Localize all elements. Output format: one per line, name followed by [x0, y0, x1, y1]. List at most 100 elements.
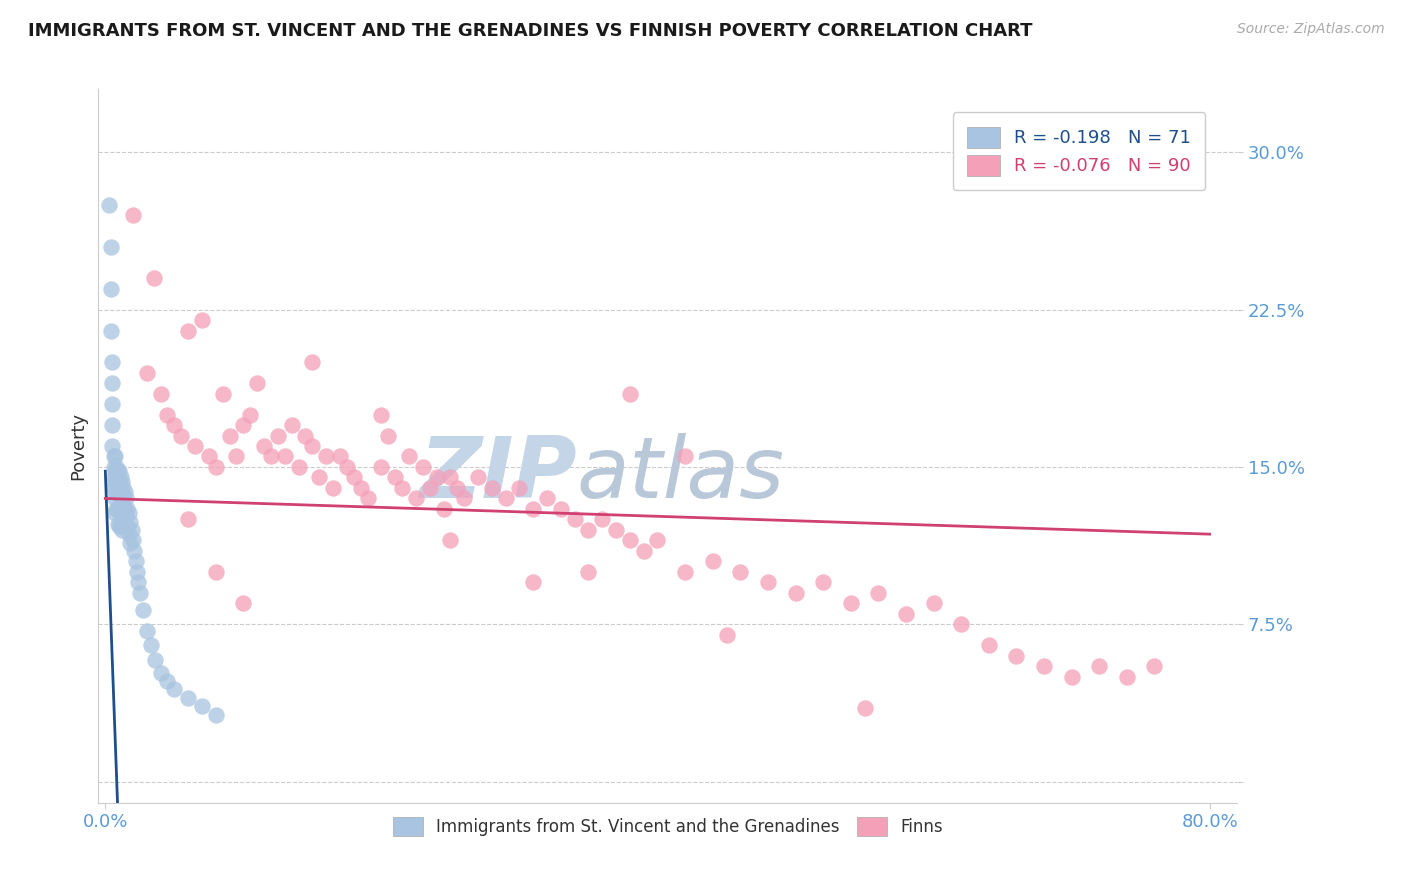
- Point: [122, 208, 145, 222]
- Point: [191, 699, 214, 714]
- Point: [481, 481, 503, 495]
- Point: [101, 376, 124, 390]
- Point: [122, 533, 145, 548]
- Point: [536, 491, 558, 506]
- Point: [107, 464, 129, 478]
- Point: [384, 470, 406, 484]
- Point: [578, 523, 600, 537]
- Point: [115, 508, 138, 523]
- Point: [177, 324, 200, 338]
- Point: [287, 460, 309, 475]
- Point: [322, 481, 344, 495]
- Point: [619, 386, 641, 401]
- Point: [432, 502, 454, 516]
- Point: [128, 586, 150, 600]
- Point: [103, 481, 125, 495]
- Point: [118, 527, 141, 541]
- Point: [204, 460, 226, 475]
- Point: [439, 533, 461, 548]
- Point: [98, 197, 121, 211]
- Point: [103, 450, 125, 464]
- Point: [218, 428, 240, 442]
- Point: [232, 417, 254, 432]
- Point: [853, 701, 876, 715]
- Point: [522, 502, 544, 516]
- Point: [419, 481, 441, 495]
- Point: [204, 565, 226, 579]
- Point: [163, 417, 186, 432]
- Point: [110, 470, 132, 484]
- Point: [107, 475, 129, 489]
- Point: [1088, 659, 1111, 673]
- Point: [191, 313, 214, 327]
- Point: [115, 491, 138, 506]
- Point: [405, 491, 427, 506]
- Point: [522, 575, 544, 590]
- Point: [127, 575, 149, 590]
- Point: [125, 554, 148, 568]
- Point: [260, 450, 283, 464]
- Point: [868, 586, 890, 600]
- Point: [301, 439, 323, 453]
- Point: [111, 489, 134, 503]
- Point: [453, 491, 475, 506]
- Point: [578, 565, 600, 579]
- Point: [619, 533, 641, 548]
- Point: [950, 617, 973, 632]
- Point: [301, 355, 323, 369]
- Point: [204, 707, 226, 722]
- Point: [111, 475, 134, 489]
- Text: Source: ZipAtlas.com: Source: ZipAtlas.com: [1237, 22, 1385, 37]
- Point: [103, 470, 125, 484]
- Point: [1143, 659, 1166, 673]
- Point: [125, 565, 148, 579]
- Point: [426, 470, 449, 484]
- Point: [716, 628, 738, 642]
- Point: [105, 460, 128, 475]
- Point: [315, 450, 337, 464]
- Text: atlas: atlas: [576, 433, 785, 516]
- Point: [377, 428, 399, 442]
- Point: [117, 518, 139, 533]
- Point: [105, 470, 128, 484]
- Point: [922, 596, 945, 610]
- Point: [108, 518, 131, 533]
- Point: [1005, 648, 1028, 663]
- Point: [211, 386, 233, 401]
- Point: [591, 512, 613, 526]
- Point: [117, 502, 139, 516]
- Text: IMMIGRANTS FROM ST. VINCENT AND THE GRENADINES VS FINNISH POVERTY CORRELATION CH: IMMIGRANTS FROM ST. VINCENT AND THE GREN…: [28, 22, 1032, 40]
- Point: [232, 596, 254, 610]
- Point: [894, 607, 917, 621]
- Point: [104, 464, 127, 478]
- Point: [112, 515, 135, 529]
- Point: [356, 491, 378, 506]
- Point: [156, 674, 179, 689]
- Point: [114, 518, 136, 533]
- Point: [343, 470, 366, 484]
- Point: [110, 502, 132, 516]
- Point: [118, 506, 141, 520]
- Point: [120, 515, 142, 529]
- Point: [149, 665, 172, 680]
- Point: [702, 554, 724, 568]
- Point: [105, 502, 128, 516]
- Point: [111, 523, 134, 537]
- Point: [564, 512, 586, 526]
- Point: [839, 596, 862, 610]
- Point: [110, 485, 132, 500]
- Point: [198, 450, 221, 464]
- Point: [101, 355, 124, 369]
- Point: [673, 565, 696, 579]
- Point: [121, 523, 143, 537]
- Point: [495, 491, 517, 506]
- Point: [135, 366, 157, 380]
- Point: [633, 544, 655, 558]
- Point: [811, 575, 834, 590]
- Point: [149, 386, 172, 401]
- Point: [139, 639, 162, 653]
- Point: [550, 502, 572, 516]
- Point: [508, 481, 530, 495]
- Point: [101, 439, 124, 453]
- Point: [124, 544, 146, 558]
